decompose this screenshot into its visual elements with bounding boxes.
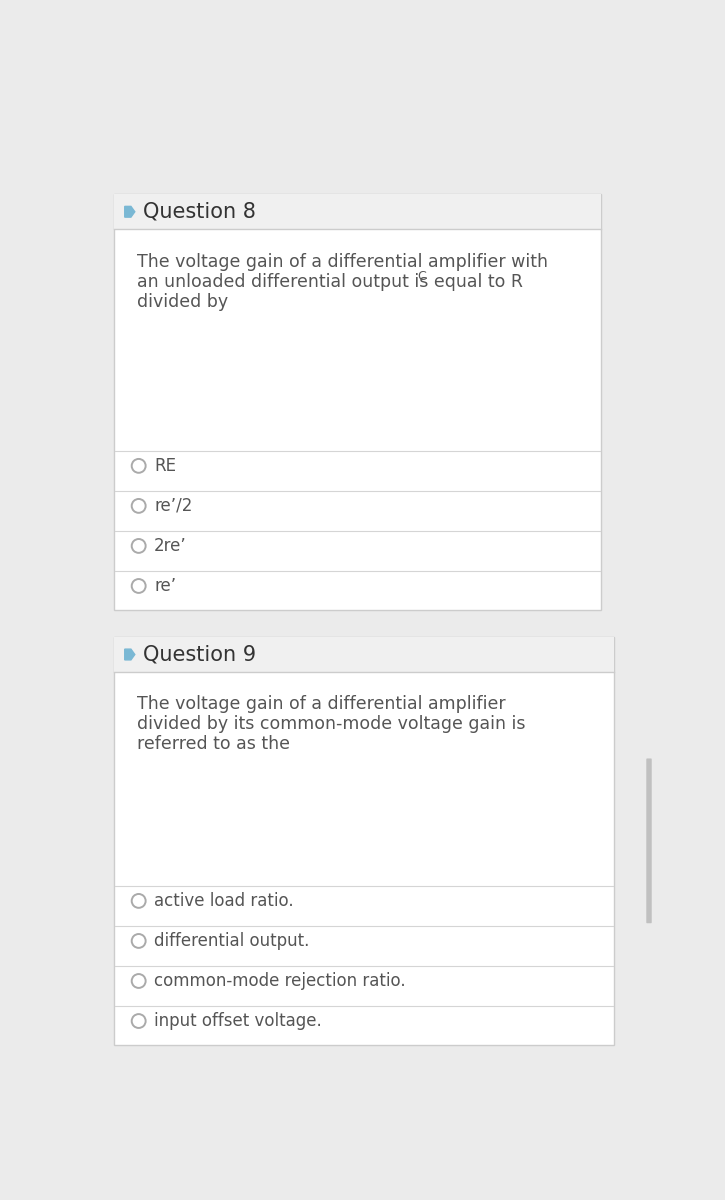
Text: The voltage gain of a differential amplifier: The voltage gain of a differential ampli… <box>137 695 506 713</box>
Text: 2re’: 2re’ <box>154 536 187 554</box>
FancyBboxPatch shape <box>114 194 600 610</box>
Text: divided by its common-mode voltage gain is: divided by its common-mode voltage gain … <box>137 715 526 733</box>
Polygon shape <box>125 206 135 217</box>
Circle shape <box>132 894 146 908</box>
Text: active load ratio.: active load ratio. <box>154 892 294 910</box>
Circle shape <box>132 974 146 988</box>
Circle shape <box>132 580 146 593</box>
Circle shape <box>132 539 146 553</box>
Text: referred to as the: referred to as the <box>137 736 290 754</box>
Text: RE: RE <box>154 457 176 475</box>
Circle shape <box>132 1014 146 1028</box>
FancyBboxPatch shape <box>114 637 614 1045</box>
Text: re’/2: re’/2 <box>154 497 193 515</box>
Text: The voltage gain of a differential amplifier with: The voltage gain of a differential ampli… <box>137 252 548 270</box>
Circle shape <box>132 934 146 948</box>
Text: Question 8: Question 8 <box>144 202 256 222</box>
Circle shape <box>132 458 146 473</box>
Polygon shape <box>125 649 135 660</box>
Text: differential output.: differential output. <box>154 932 310 950</box>
FancyBboxPatch shape <box>646 758 652 923</box>
FancyBboxPatch shape <box>114 637 614 672</box>
FancyBboxPatch shape <box>114 194 600 229</box>
Circle shape <box>132 499 146 512</box>
Text: re’: re’ <box>154 577 176 595</box>
Text: common-mode rejection ratio.: common-mode rejection ratio. <box>154 972 406 990</box>
Text: C: C <box>418 270 426 282</box>
Text: input offset voltage.: input offset voltage. <box>154 1012 322 1030</box>
Text: divided by: divided by <box>137 293 228 311</box>
Text: Question 9: Question 9 <box>144 644 257 665</box>
Text: an unloaded differential output is equal to R: an unloaded differential output is equal… <box>137 272 523 290</box>
